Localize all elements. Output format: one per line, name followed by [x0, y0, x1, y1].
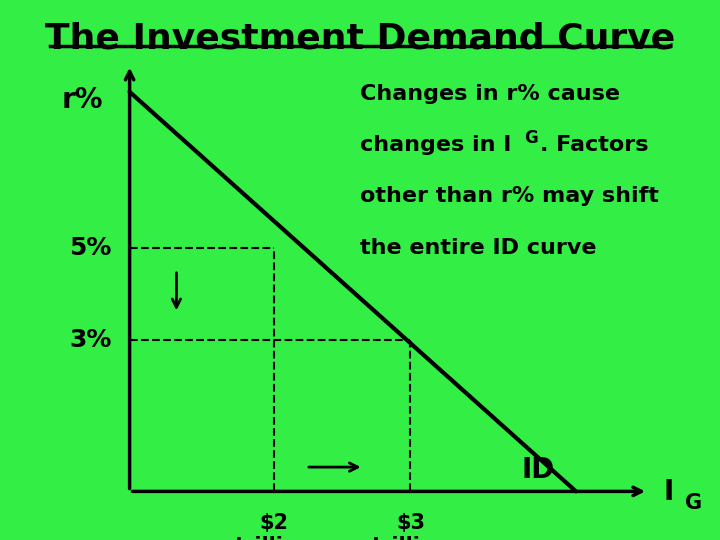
Text: changes in I: changes in I	[360, 135, 511, 155]
Text: Changes in r% cause: Changes in r% cause	[360, 84, 620, 104]
Text: $3
trillion: $3 trillion	[372, 513, 449, 540]
Text: . Factors: . Factors	[540, 135, 649, 155]
Text: G: G	[524, 129, 538, 146]
Text: ID: ID	[522, 456, 555, 484]
Text: I: I	[664, 478, 674, 507]
Text: G: G	[685, 493, 703, 514]
Text: The Investment Demand Curve: The Investment Demand Curve	[45, 22, 675, 56]
Text: 3%: 3%	[69, 328, 112, 352]
Text: 5%: 5%	[69, 237, 112, 260]
Text: r%: r%	[62, 86, 104, 114]
Text: $2
trillion: $2 trillion	[235, 513, 312, 540]
Text: other than r% may shift: other than r% may shift	[360, 186, 659, 206]
Text: the entire ID curve: the entire ID curve	[360, 238, 596, 258]
